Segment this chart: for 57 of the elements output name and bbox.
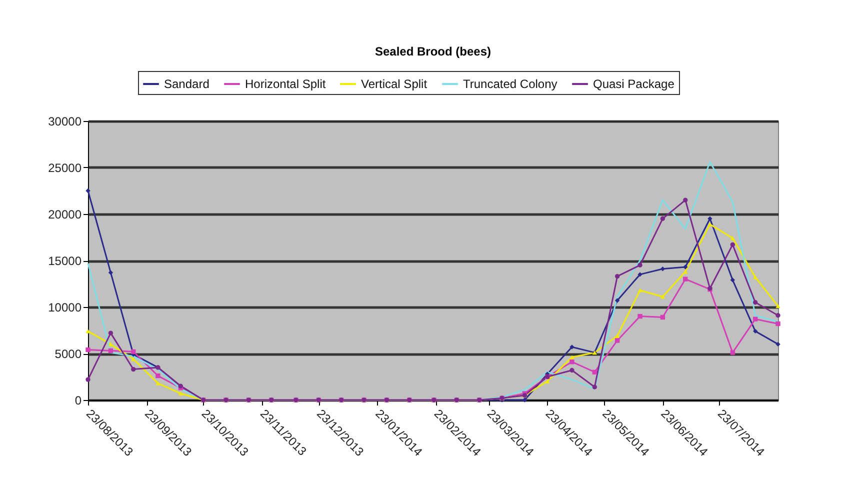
legend-label: Horizontal Split	[245, 77, 326, 91]
point	[752, 300, 758, 305]
point	[178, 391, 183, 396]
point	[683, 198, 688, 202]
legend-label: Truncated Colony	[463, 77, 558, 91]
point	[730, 350, 735, 355]
point	[592, 384, 597, 390]
y-tick-label: 25000	[48, 161, 82, 175]
point	[660, 216, 666, 221]
point	[108, 330, 114, 336]
point	[752, 275, 758, 280]
point	[86, 377, 90, 382]
point	[156, 373, 160, 378]
point	[108, 270, 114, 275]
point	[638, 314, 642, 319]
point	[570, 355, 574, 360]
point	[86, 347, 90, 352]
point	[614, 274, 620, 279]
point	[730, 278, 735, 282]
legend-label: Sandard	[164, 77, 210, 91]
point	[638, 262, 642, 268]
legend-label: Quasi Package	[593, 77, 675, 91]
point	[708, 216, 712, 221]
point	[638, 272, 642, 277]
point	[776, 342, 780, 347]
y-tick-label: 30000	[48, 114, 82, 128]
point	[776, 313, 780, 318]
point	[570, 360, 574, 364]
point	[592, 370, 597, 374]
point	[131, 366, 136, 372]
point	[108, 348, 114, 354]
point	[776, 304, 780, 308]
point	[683, 276, 688, 282]
point	[752, 316, 758, 322]
point	[614, 298, 620, 303]
point	[570, 344, 574, 350]
point	[683, 264, 688, 270]
point	[638, 288, 642, 292]
y-tick-label: 20000	[48, 208, 82, 222]
point	[156, 381, 160, 386]
point	[545, 379, 550, 384]
point	[131, 349, 136, 354]
point	[752, 328, 758, 334]
y-tick-label: 10000	[48, 300, 82, 314]
point	[570, 368, 574, 373]
point	[776, 321, 780, 326]
point	[708, 222, 712, 226]
point	[614, 338, 620, 343]
point	[86, 188, 90, 194]
point	[660, 294, 666, 299]
legend-label: Vertical Split	[361, 77, 428, 91]
point	[660, 314, 666, 320]
y-tick-label: 15000	[48, 254, 82, 268]
chart-title: Sealed Brood (bees)	[374, 44, 492, 58]
point	[730, 242, 735, 248]
y-tick-label: 5000	[54, 347, 82, 361]
y-tick-label: 0	[74, 394, 82, 408]
